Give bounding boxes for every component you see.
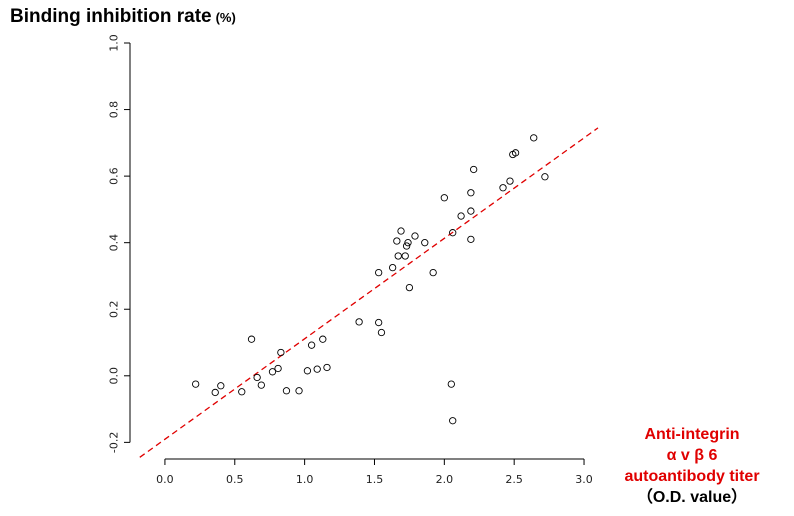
data-point <box>257 381 265 389</box>
data-point <box>355 318 363 326</box>
data-point <box>499 184 507 192</box>
x-axis-label-line-3: autoantibody titer <box>624 468 760 485</box>
data-point <box>238 388 246 396</box>
data-point <box>253 373 261 382</box>
regression-line-group <box>139 127 599 458</box>
data-point <box>375 318 383 327</box>
data-point <box>405 283 414 292</box>
data-point <box>295 387 303 395</box>
data-point <box>268 368 277 376</box>
data-point <box>313 365 321 373</box>
data-point <box>247 335 256 343</box>
data-point <box>440 194 448 202</box>
y-tick-label: 0.0 <box>108 367 121 385</box>
data-point <box>303 367 312 375</box>
data-point <box>307 341 316 349</box>
data-point <box>377 328 386 337</box>
data-point <box>211 388 219 397</box>
x-axis-label-line-1: Anti-integrin <box>644 426 740 443</box>
x-tick-label: 2.0 <box>436 473 454 486</box>
data-point <box>467 235 475 244</box>
data-point <box>388 263 397 272</box>
x-tick-label: 1.0 <box>296 473 314 486</box>
y-tick-label: 0.8 <box>108 101 121 119</box>
data-point <box>394 252 402 260</box>
data-point <box>447 380 455 388</box>
axes: 0.0 0.5 1.0 1.5 2.0 2.5 3.0 -0.2 0.0 0.2 0.4 0.6 0.8… <box>108 34 593 486</box>
data-point <box>470 165 478 174</box>
data-point <box>421 239 429 247</box>
y-tick-label: 0.2 <box>108 300 121 318</box>
y-tick-label: 0.6 <box>108 167 121 185</box>
x-axis-label-line-2: α v β 6 <box>666 447 718 464</box>
data-point <box>319 335 327 343</box>
data-point <box>393 237 401 245</box>
data-point <box>411 232 419 240</box>
x-tick-label: 3.0 <box>575 473 593 486</box>
x-tick-label: 1.5 <box>366 473 384 486</box>
title-unit: (%) <box>215 10 236 25</box>
data-point <box>449 229 457 237</box>
data-point <box>429 268 437 277</box>
data-point <box>397 227 405 235</box>
data-point <box>457 212 465 220</box>
data-point <box>449 417 457 425</box>
data-point <box>401 252 409 260</box>
data-point <box>375 268 383 277</box>
data-point <box>282 387 291 395</box>
x-tick-label: 0.0 <box>156 473 174 486</box>
data-point <box>506 177 514 185</box>
chart-title: Binding inhibition rate (%) <box>10 6 236 28</box>
y-tick-label: -0.2 <box>108 432 121 453</box>
data-point <box>467 207 475 215</box>
data-points <box>192 134 549 425</box>
data-point <box>402 242 411 250</box>
data-point <box>277 348 285 357</box>
data-point <box>530 134 538 142</box>
data-point <box>467 189 475 197</box>
x-axis-label-unit: （O.D. value） <box>636 489 748 506</box>
title-text: Binding inhibition rate <box>10 6 212 27</box>
y-tick-label: 1.0 <box>108 34 121 52</box>
y-tick-label: 0.4 <box>108 234 121 252</box>
data-point <box>192 380 200 388</box>
data-point <box>217 382 225 390</box>
data-point <box>511 149 520 157</box>
x-axis-label: Anti-integrin α v β 6 autoantibody titer… <box>598 424 786 508</box>
data-point <box>404 239 412 247</box>
regression-line <box>139 127 599 458</box>
data-point <box>274 364 282 373</box>
x-tick-label: 0.5 <box>226 473 244 486</box>
data-point <box>323 363 331 372</box>
x-tick-label: 2.5 <box>505 473 523 486</box>
data-point <box>541 173 549 181</box>
